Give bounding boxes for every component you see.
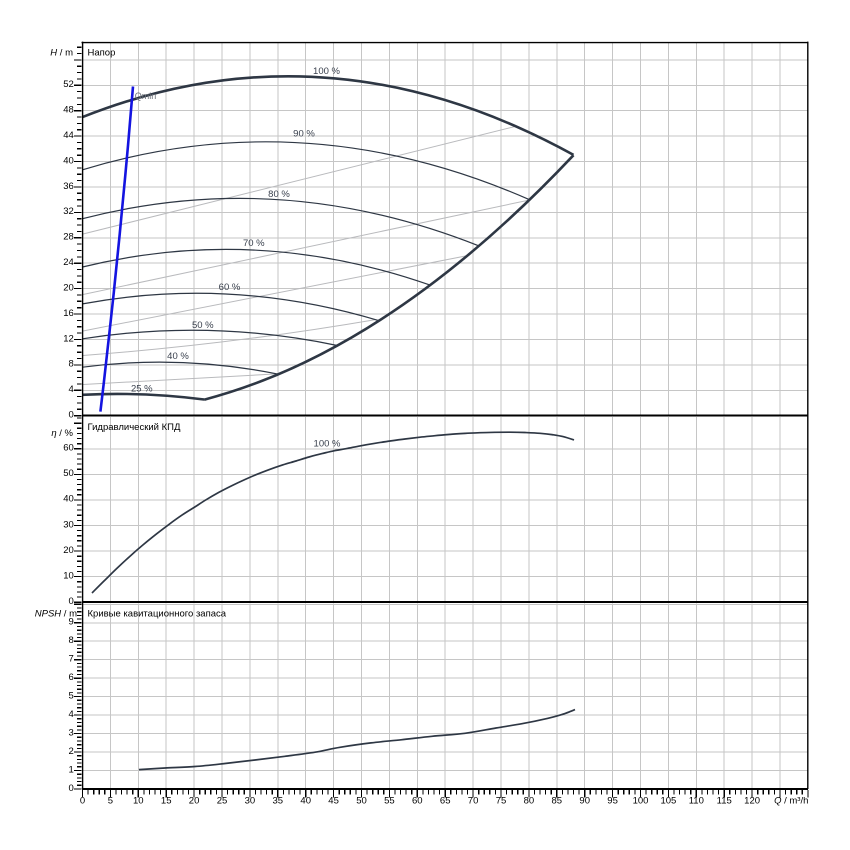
svg-text:η / %: η / % bbox=[51, 428, 73, 439]
svg-text:Кривые кавитационного запаса: Кривые кавитационного запаса bbox=[88, 609, 227, 620]
svg-text:100 %: 100 % bbox=[313, 66, 340, 77]
svg-text:16: 16 bbox=[63, 308, 74, 319]
svg-text:12: 12 bbox=[63, 333, 74, 344]
svg-text:8: 8 bbox=[69, 359, 74, 370]
svg-text:8: 8 bbox=[69, 635, 74, 646]
svg-text:0: 0 bbox=[69, 596, 74, 607]
svg-text:20: 20 bbox=[189, 796, 200, 807]
svg-text:0: 0 bbox=[69, 783, 74, 794]
svg-text:50: 50 bbox=[63, 468, 74, 479]
svg-text:80: 80 bbox=[524, 796, 535, 807]
svg-text:Qmin: Qmin bbox=[135, 91, 157, 101]
svg-text:48: 48 bbox=[63, 105, 74, 116]
svg-text:60: 60 bbox=[412, 796, 423, 807]
svg-text:H / m: H / m bbox=[50, 48, 73, 59]
svg-text:40: 40 bbox=[63, 494, 74, 505]
svg-text:24: 24 bbox=[63, 257, 74, 268]
svg-text:44: 44 bbox=[63, 130, 74, 141]
svg-text:25 %: 25 % bbox=[131, 384, 153, 395]
svg-text:10: 10 bbox=[133, 796, 144, 807]
svg-text:70: 70 bbox=[468, 796, 479, 807]
svg-text:40: 40 bbox=[300, 796, 311, 807]
svg-text:75: 75 bbox=[496, 796, 507, 807]
svg-text:2: 2 bbox=[69, 746, 74, 757]
svg-text:0: 0 bbox=[69, 410, 74, 421]
svg-text:Напор: Напор bbox=[88, 48, 116, 59]
svg-text:Q / m³/h: Q / m³/h bbox=[774, 796, 808, 807]
svg-text:50: 50 bbox=[356, 796, 367, 807]
svg-text:4: 4 bbox=[69, 384, 74, 395]
svg-text:5: 5 bbox=[108, 796, 113, 807]
svg-text:65: 65 bbox=[440, 796, 451, 807]
svg-text:70 %: 70 % bbox=[243, 238, 265, 249]
svg-text:15: 15 bbox=[161, 796, 172, 807]
svg-text:40: 40 bbox=[63, 155, 74, 166]
svg-text:52: 52 bbox=[63, 79, 74, 90]
svg-text:30: 30 bbox=[245, 796, 256, 807]
svg-text:45: 45 bbox=[328, 796, 339, 807]
svg-text:9: 9 bbox=[69, 617, 74, 628]
svg-text:28: 28 bbox=[63, 232, 74, 243]
svg-text:100 %: 100 % bbox=[314, 439, 341, 450]
svg-text:32: 32 bbox=[63, 206, 74, 217]
svg-text:80 %: 80 % bbox=[268, 189, 290, 200]
svg-text:1: 1 bbox=[69, 764, 74, 775]
svg-text:25: 25 bbox=[217, 796, 228, 807]
svg-text:5: 5 bbox=[69, 690, 74, 701]
svg-text:95: 95 bbox=[607, 796, 618, 807]
svg-text:4: 4 bbox=[69, 709, 74, 720]
svg-text:115: 115 bbox=[717, 796, 732, 807]
svg-text:30: 30 bbox=[63, 519, 74, 530]
svg-text:Гидравлический КПД: Гидравлический КПД bbox=[88, 422, 181, 433]
svg-text:NPSH / m: NPSH / m bbox=[35, 609, 77, 620]
svg-text:60: 60 bbox=[63, 443, 74, 454]
svg-text:6: 6 bbox=[69, 672, 74, 683]
svg-text:55: 55 bbox=[384, 796, 395, 807]
svg-text:50 %: 50 % bbox=[192, 320, 214, 331]
svg-text:35: 35 bbox=[273, 796, 284, 807]
svg-text:90 %: 90 % bbox=[293, 129, 315, 140]
svg-text:40 %: 40 % bbox=[167, 351, 189, 362]
svg-text:60 %: 60 % bbox=[219, 282, 241, 293]
svg-text:20: 20 bbox=[63, 545, 74, 556]
svg-text:85: 85 bbox=[552, 796, 563, 807]
svg-text:7: 7 bbox=[69, 654, 74, 665]
svg-text:36: 36 bbox=[63, 181, 74, 192]
svg-text:10: 10 bbox=[63, 570, 74, 581]
svg-text:120: 120 bbox=[744, 796, 760, 807]
svg-text:90: 90 bbox=[579, 796, 590, 807]
svg-text:0: 0 bbox=[80, 796, 85, 807]
svg-text:110: 110 bbox=[689, 796, 704, 807]
svg-text:3: 3 bbox=[69, 727, 74, 738]
svg-text:100: 100 bbox=[633, 796, 649, 807]
svg-text:105: 105 bbox=[660, 796, 676, 807]
svg-text:20: 20 bbox=[63, 282, 74, 293]
